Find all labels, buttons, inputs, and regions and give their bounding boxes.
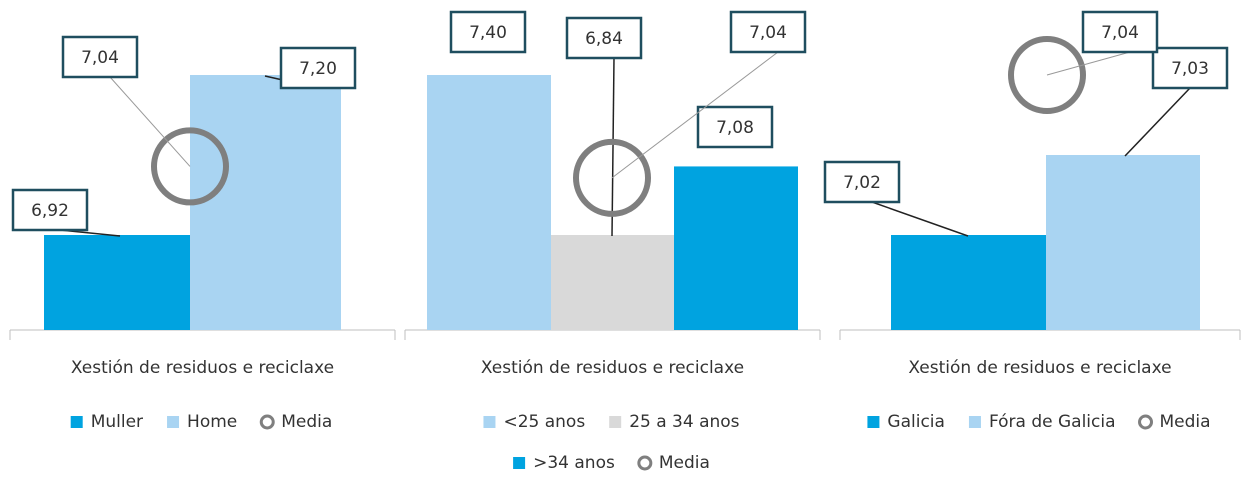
legend-label: Media [659,453,710,473]
legend-swatch [513,457,526,469]
label-box [1081,10,1159,54]
label-box [696,105,774,149]
x-label: Xestión de residuos e reciclaxe [908,358,1171,378]
bar [674,166,798,330]
legend-swatch [968,416,981,428]
data-label: 7,04 [81,48,119,68]
x-label: Xestión de residuos e reciclaxe [71,358,334,378]
leader-line [1046,51,1131,76]
x-label: Xestión de residuos e reciclaxe [481,358,744,378]
legend-label: 25 a 34 anos [629,412,739,432]
label-box [449,10,527,54]
leader-line [1124,87,1191,157]
bar [190,75,341,330]
legend-swatch [70,416,83,428]
legend-swatch [167,416,180,428]
legend-label: >34 anos [533,453,615,473]
legend-swatch [483,416,496,428]
legend-swatch [609,416,622,428]
data-label: 7,40 [469,23,507,43]
media-marker [573,138,651,217]
legend-label: Muller [91,412,143,432]
data-label: 6,84 [585,29,623,49]
bar [891,235,1046,330]
label-box [565,16,643,60]
data-label: 7,04 [1101,23,1139,43]
bar [427,75,551,330]
label-box [823,160,901,204]
data-label: 7,04 [749,23,787,43]
label-box [729,10,807,54]
data-label: 7,08 [716,118,754,138]
bar [44,235,190,330]
legend-label: Home [187,412,237,432]
data-label: 6,92 [31,201,69,221]
legend-swatch [637,455,653,471]
leader-line [871,201,969,237]
legend-swatch [259,414,275,430]
data-label: 7,03 [1171,59,1209,79]
label-box [11,188,89,232]
legend-label: Galicia [887,412,945,432]
legend-label: <25 anos [503,412,585,432]
data-label: 7,02 [843,173,881,193]
label-box [61,35,139,79]
media-marker [1008,36,1086,114]
leader-line [611,51,779,179]
media-marker [151,127,229,206]
data-label: 7,20 [299,59,337,79]
leader-line [109,76,191,167]
leader-line [611,57,615,237]
legend-swatch [1138,414,1154,430]
legend-swatch [867,416,880,428]
bar [1046,155,1200,330]
legend-label: Fóra de Galicia [989,412,1116,432]
label-box [1151,46,1229,90]
bar [551,235,674,330]
legend-label: Media [1160,412,1211,432]
label-box [279,46,357,90]
legend-label: Media [281,412,332,432]
